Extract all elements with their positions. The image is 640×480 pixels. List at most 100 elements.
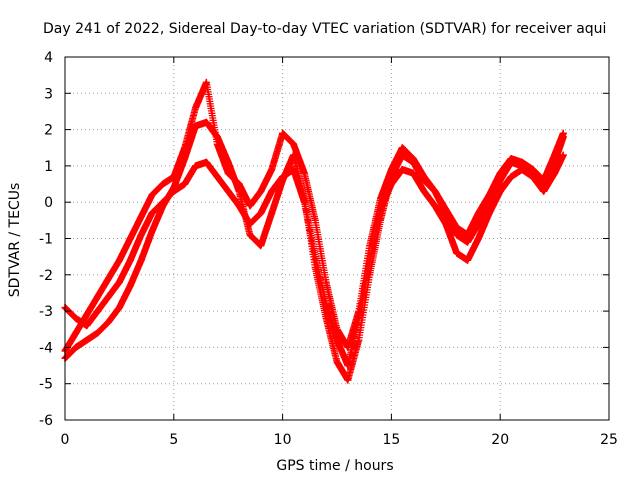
data-point bbox=[311, 216, 319, 224]
data-point bbox=[137, 231, 145, 239]
data-point bbox=[126, 235, 134, 242]
data-point bbox=[442, 205, 450, 213]
data-point bbox=[192, 104, 200, 112]
data-point bbox=[377, 195, 385, 203]
data-point bbox=[431, 187, 439, 195]
data-point bbox=[94, 293, 102, 301]
data-point bbox=[540, 187, 548, 195]
series-markers bbox=[61, 151, 567, 370]
data-point bbox=[300, 169, 308, 177]
data-point bbox=[464, 256, 472, 264]
data-point bbox=[453, 231, 461, 239]
data-point bbox=[409, 155, 417, 163]
data-point bbox=[202, 158, 210, 166]
data-point bbox=[83, 322, 91, 330]
x-tick-label: 20 bbox=[491, 432, 509, 448]
data-point bbox=[94, 307, 102, 315]
data-point bbox=[398, 144, 406, 152]
data-point bbox=[289, 140, 297, 148]
data-point bbox=[518, 158, 526, 166]
y-tick-label: -5 bbox=[39, 377, 53, 393]
data-point bbox=[148, 227, 156, 235]
series-track-2 bbox=[61, 151, 567, 370]
data-point bbox=[257, 187, 265, 195]
data-point bbox=[507, 155, 515, 163]
data-point bbox=[137, 256, 145, 264]
data-point bbox=[137, 213, 145, 221]
data-point bbox=[257, 242, 265, 250]
data-point bbox=[246, 220, 254, 228]
data-point bbox=[366, 242, 374, 250]
data-point bbox=[72, 343, 80, 351]
data-point bbox=[485, 209, 493, 217]
y-tick-label: -1 bbox=[39, 232, 53, 248]
data-point bbox=[235, 180, 243, 188]
data-point bbox=[420, 173, 428, 181]
data-point bbox=[148, 191, 156, 199]
data-layer bbox=[61, 78, 567, 384]
data-point bbox=[344, 343, 352, 351]
data-point bbox=[289, 166, 297, 174]
y-tick-label: 1 bbox=[44, 159, 53, 175]
data-point bbox=[257, 209, 265, 217]
y-tick-label: 3 bbox=[44, 86, 53, 102]
data-point bbox=[344, 362, 352, 370]
data-point bbox=[72, 329, 80, 337]
data-point bbox=[551, 151, 559, 159]
data-point bbox=[126, 282, 134, 290]
data-point bbox=[268, 187, 276, 195]
data-point bbox=[115, 256, 123, 264]
data-point bbox=[344, 376, 352, 384]
data-point bbox=[268, 209, 276, 217]
data-point bbox=[224, 187, 232, 195]
data-point bbox=[387, 166, 395, 174]
data-point bbox=[559, 151, 567, 159]
data-point bbox=[442, 220, 450, 228]
data-point bbox=[540, 176, 548, 184]
y-tick-label: -3 bbox=[39, 304, 53, 320]
data-point bbox=[409, 169, 417, 177]
x-tick-label: 0 bbox=[61, 432, 70, 448]
data-point bbox=[246, 231, 254, 239]
data-point bbox=[464, 231, 472, 239]
data-point bbox=[496, 169, 504, 177]
data-point bbox=[213, 173, 221, 181]
data-point bbox=[311, 253, 319, 261]
y-tick-label: 0 bbox=[44, 195, 53, 211]
y-axis-label: SDTVAR / TECUs bbox=[7, 183, 23, 298]
data-point bbox=[83, 336, 91, 344]
y-tick-label: 4 bbox=[44, 50, 53, 66]
data-point bbox=[279, 173, 287, 181]
x-tick-label: 15 bbox=[382, 432, 400, 448]
data-point bbox=[333, 358, 341, 366]
data-point bbox=[202, 118, 210, 126]
data-point bbox=[300, 198, 308, 206]
data-point bbox=[159, 180, 167, 188]
x-tick-label: 25 bbox=[600, 432, 618, 448]
data-point bbox=[224, 169, 232, 177]
data-point bbox=[529, 173, 537, 181]
data-point bbox=[72, 314, 80, 322]
data-point bbox=[235, 202, 243, 210]
x-axis-label: GPS time / hours bbox=[276, 458, 393, 474]
tick-layer: 0 5 10 15 20 25 -6 -5 -4 -3 -2 -1 0 1 2 3 4 bbox=[39, 50, 618, 448]
data-point bbox=[83, 311, 91, 319]
data-point bbox=[105, 274, 113, 282]
data-point bbox=[496, 187, 504, 195]
data-point bbox=[333, 325, 341, 333]
x-tick-label: 5 bbox=[169, 432, 178, 448]
data-point bbox=[322, 278, 330, 286]
data-point bbox=[126, 256, 134, 264]
data-point bbox=[148, 209, 156, 217]
data-point bbox=[181, 180, 189, 188]
data-point bbox=[268, 166, 276, 174]
data-point bbox=[529, 166, 537, 174]
data-point bbox=[279, 129, 287, 137]
y-tick-label: -6 bbox=[39, 413, 53, 429]
data-point bbox=[420, 187, 428, 195]
data-point bbox=[559, 129, 567, 137]
data-point bbox=[115, 278, 123, 286]
data-point bbox=[474, 235, 482, 242]
x-tick-label: 10 bbox=[274, 432, 292, 448]
